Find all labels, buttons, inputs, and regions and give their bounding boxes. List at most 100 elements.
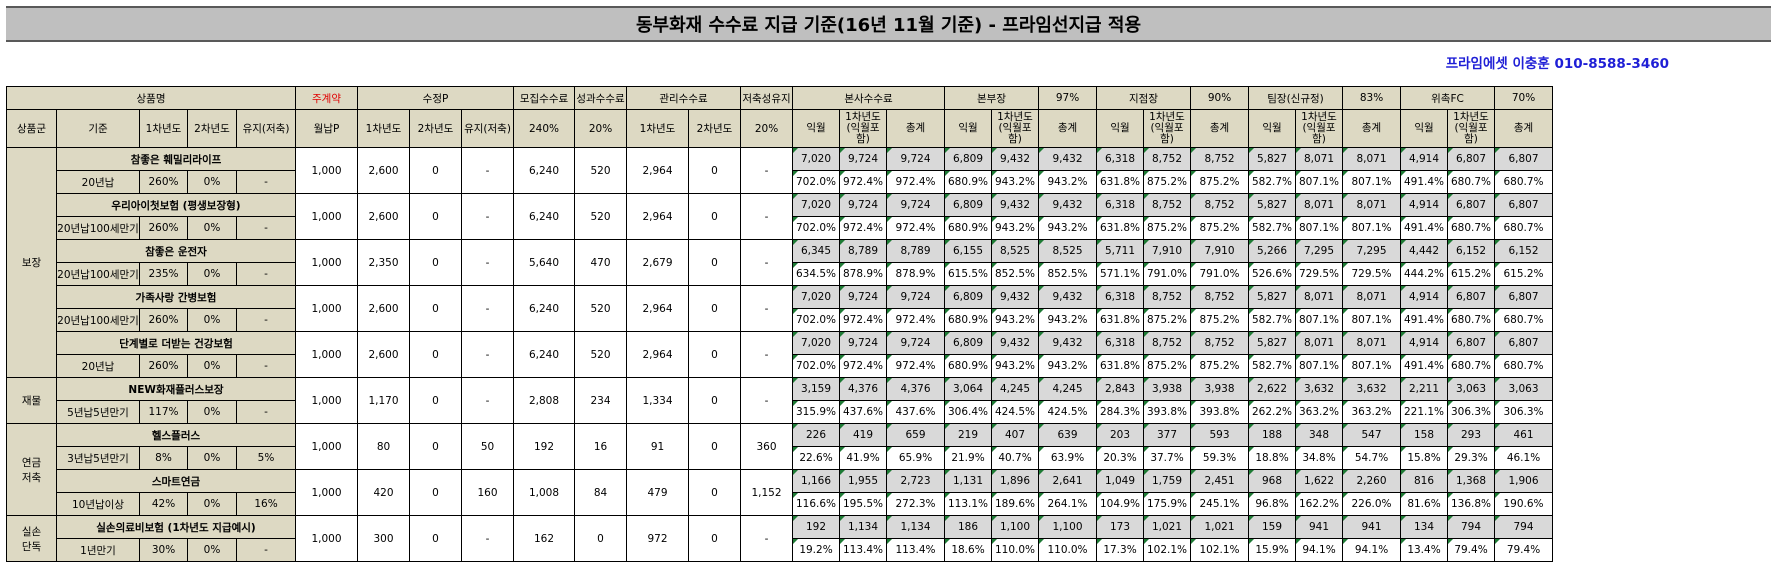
amount-cell: 6,345 bbox=[792, 239, 840, 263]
product-row: 보장 참좋은 훼밀리라이프 1,000 2,600 0-6,240 520 2,964 0-7… bbox=[6, 147, 1553, 378]
percent-cell: 306.3% bbox=[1494, 400, 1553, 424]
revised-p-cell: - bbox=[461, 193, 514, 240]
amount-cell: 2,451 bbox=[1190, 469, 1249, 493]
amount-cell: 1,100 bbox=[1038, 515, 1097, 539]
mgmt-fee-cell: 2,964 bbox=[626, 285, 689, 332]
header-division-pct: 97% bbox=[1038, 86, 1097, 110]
amount-cell: 2,211 bbox=[1400, 377, 1448, 401]
amount-cell: 6,807 bbox=[1447, 331, 1495, 355]
mgmt-fee-cell: 2,679 bbox=[626, 239, 689, 286]
amount-cell: 1,021 bbox=[1143, 515, 1191, 539]
product-row: 가족사랑 간병보험 1,000 2,600 0-6,240 520 2,964 0-7,02… bbox=[7, 285, 1553, 332]
percent-cell: 875.2% bbox=[1143, 170, 1191, 194]
amount-cell: 1,896 bbox=[991, 469, 1039, 493]
percent-cell: 791.0% bbox=[1190, 262, 1249, 286]
percent-cell: 972.4% bbox=[886, 170, 945, 194]
amount-cell: 9,432 bbox=[991, 331, 1039, 355]
amount-cell: 5,827 bbox=[1248, 285, 1296, 309]
savings-cell: - bbox=[740, 515, 793, 562]
savings-cell: - bbox=[740, 193, 793, 240]
percent-cell: 15.8% bbox=[1400, 446, 1448, 470]
recruit-fee-cell: 162 bbox=[513, 515, 575, 562]
recruit-fee-cell: 192 bbox=[513, 423, 575, 470]
amount-cell: 3,632 bbox=[1295, 377, 1343, 401]
percent-cell: 437.6% bbox=[839, 400, 887, 424]
percent-cell: 972.4% bbox=[886, 354, 945, 378]
percent-cell: 54.7% bbox=[1342, 446, 1401, 470]
perf-fee-cell: 470 bbox=[574, 239, 627, 286]
percent-cell: 852.5% bbox=[991, 262, 1039, 286]
amount-cell: 1,134 bbox=[886, 515, 945, 539]
amount-cell: 7,020 bbox=[792, 285, 840, 309]
revised-p-cell: - bbox=[461, 285, 514, 332]
percent-cell: 113.1% bbox=[944, 492, 992, 516]
amount-cell: 8,071 bbox=[1295, 331, 1343, 355]
amount-cell: 293 bbox=[1447, 423, 1495, 447]
revised-p-cell: 2,600 bbox=[357, 147, 410, 194]
percent-cell: 284.3% bbox=[1096, 400, 1144, 424]
percent-cell: 875.2% bbox=[1190, 308, 1249, 332]
y2-rate-cell: 0% bbox=[187, 446, 237, 470]
percent-cell: 582.7% bbox=[1248, 308, 1296, 332]
percent-cell: 424.5% bbox=[991, 400, 1039, 424]
amount-cell: 9,724 bbox=[886, 147, 945, 171]
product-row: 실손 단독 실손의료비보험 (1차년도 지급예시) 1,000 300 0-162 0 97… bbox=[6, 515, 1553, 562]
revised-p-cell: 0 bbox=[409, 239, 462, 286]
percent-cell: 680.9% bbox=[944, 308, 992, 332]
premium-cell: 1,000 bbox=[295, 147, 358, 194]
header-y2: 2차년도 bbox=[187, 109, 237, 148]
amount-cell: 1,100 bbox=[991, 515, 1039, 539]
amount-cell: 8,071 bbox=[1342, 193, 1401, 217]
perf-fee-cell: 520 bbox=[574, 285, 627, 332]
standard-cell: 20년납 bbox=[56, 354, 140, 378]
header-mg-y2: 2차년도 bbox=[688, 109, 741, 148]
amount-cell: 1,134 bbox=[839, 515, 887, 539]
amount-cell: 6,152 bbox=[1447, 239, 1495, 263]
header-row-2: 상품군 기준 1차년도 2차년도 유지(저축) 월납P 1차년도 2차년도 유지… bbox=[6, 109, 1553, 148]
amount-cell: 3,064 bbox=[944, 377, 992, 401]
percent-cell: 79.4% bbox=[1494, 538, 1553, 562]
standard-cell: 20년납 bbox=[56, 170, 140, 194]
product-subrow: 20년납100세만기 235% 0% -634.5% 878.9% 878.9% 615.5… bbox=[7, 262, 1553, 286]
percent-cell: 878.9% bbox=[839, 262, 887, 286]
header-fc: 위촉FC bbox=[1400, 86, 1495, 110]
amount-cell: 8,789 bbox=[839, 239, 887, 263]
mgmt-fee-cell: 0 bbox=[688, 423, 741, 470]
percent-cell: 729.5% bbox=[1295, 262, 1343, 286]
amount-cell: 5,827 bbox=[1248, 331, 1296, 355]
amount-cell: 6,809 bbox=[944, 193, 992, 217]
amount-cell: 203 bbox=[1096, 423, 1144, 447]
amount-cell: 6,807 bbox=[1494, 285, 1553, 309]
header-group: 상품군 bbox=[6, 109, 57, 148]
amount-cell: 1,049 bbox=[1096, 469, 1144, 493]
amount-cell: 941 bbox=[1295, 515, 1343, 539]
amount-cell: 3,159 bbox=[792, 377, 840, 401]
percent-cell: 21.9% bbox=[944, 446, 992, 470]
mgmt-fee-cell: 0 bbox=[688, 285, 741, 332]
header-recruit-pct: 240% bbox=[513, 109, 575, 148]
percent-cell: 40.7% bbox=[991, 446, 1039, 470]
amount-cell: 9,724 bbox=[839, 193, 887, 217]
amount-cell: 1,622 bbox=[1295, 469, 1343, 493]
mgmt-fee-cell: 479 bbox=[626, 469, 689, 516]
percent-cell: 729.5% bbox=[1342, 262, 1401, 286]
percent-cell: 943.2% bbox=[991, 354, 1039, 378]
maint-rate-cell: - bbox=[236, 400, 296, 424]
y2-rate-cell: 0% bbox=[187, 262, 237, 286]
product-subrow: 5년납5년만기 117% 0% -315.9% 437.6% 437.6% 306.4% 42… bbox=[7, 400, 1553, 424]
maint-rate-cell: 5% bbox=[236, 446, 296, 470]
header-recruit-fee: 모집수수료 bbox=[513, 86, 575, 110]
amount-cell: 659 bbox=[886, 423, 945, 447]
percent-cell: 116.6% bbox=[792, 492, 840, 516]
header-rp-y1: 1차년도 bbox=[357, 109, 410, 148]
amount-cell: 8,071 bbox=[1295, 147, 1343, 171]
percent-cell: 680.7% bbox=[1447, 216, 1495, 240]
amount-cell: 1,955 bbox=[839, 469, 887, 493]
percent-cell: 943.2% bbox=[1038, 170, 1097, 194]
header-branch-head: 지점장 bbox=[1096, 86, 1191, 110]
percent-cell: 272.3% bbox=[886, 492, 945, 516]
percent-cell: 34.8% bbox=[1295, 446, 1343, 470]
recruit-fee-cell: 1,008 bbox=[513, 469, 575, 516]
category-label: 재물 bbox=[6, 377, 57, 424]
percent-cell: 437.6% bbox=[886, 400, 945, 424]
